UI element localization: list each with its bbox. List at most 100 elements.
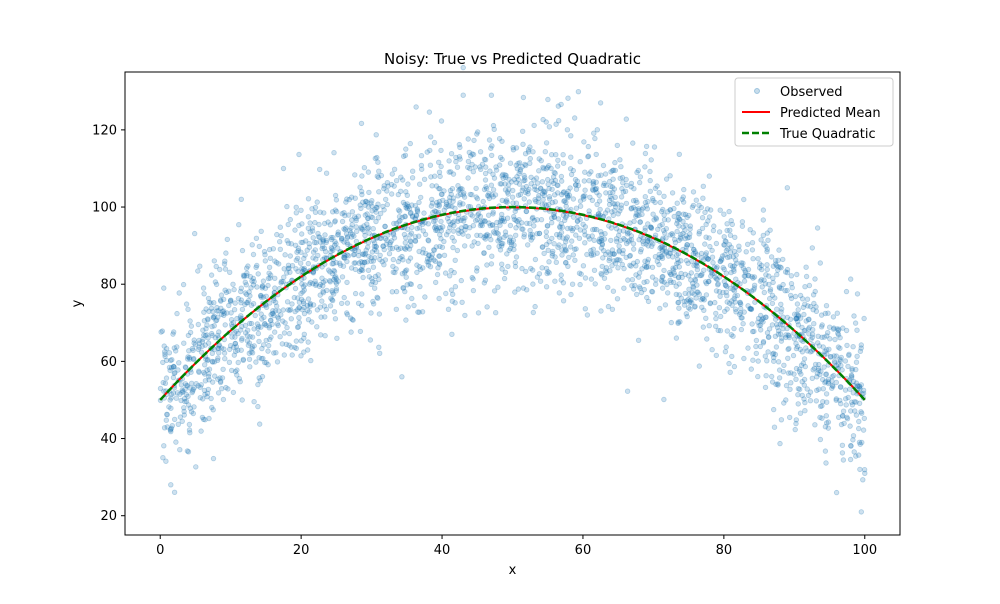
observed-point [536, 192, 542, 199]
observed-point [431, 224, 438, 231]
observed-point [287, 307, 293, 314]
observed-point [301, 310, 308, 317]
observed-point [512, 259, 518, 266]
observed-point [159, 328, 166, 334]
observed-point [802, 363, 808, 370]
observed-point [703, 221, 709, 228]
observed-point [773, 261, 779, 267]
observed-point [635, 337, 642, 343]
observed-point [609, 195, 615, 202]
observed-point [402, 270, 408, 276]
observed-point [820, 386, 826, 392]
observed-point [499, 156, 505, 163]
observed-point [226, 269, 233, 275]
observed-point [473, 217, 479, 224]
observed-point [418, 162, 425, 169]
observed-point [222, 266, 229, 272]
observed-point [469, 243, 475, 249]
x-tick-label: 0 [156, 543, 164, 558]
observed-point [226, 302, 232, 309]
observed-point [348, 265, 355, 271]
observed-point [570, 225, 576, 232]
observed-point [400, 257, 406, 263]
observed-point [209, 350, 215, 356]
observed-point [584, 312, 591, 318]
observed-point [530, 309, 536, 316]
observed-point [343, 225, 349, 231]
observed-point [333, 260, 339, 266]
observed-point [352, 172, 358, 178]
observed-point [522, 189, 529, 196]
observed-point [581, 178, 587, 184]
observed-point [551, 240, 557, 247]
observed-point [344, 252, 350, 258]
observed-point [724, 283, 730, 290]
observed-point [405, 181, 411, 187]
observed-point [499, 243, 505, 249]
observed-point [629, 283, 635, 289]
observed-point [810, 307, 816, 313]
observed-point [843, 396, 849, 402]
observed-point [282, 320, 288, 326]
observed-point [176, 290, 182, 296]
observed-point [467, 191, 473, 198]
observed-point [365, 215, 371, 222]
observed-point [812, 422, 818, 428]
observed-point [702, 209, 708, 216]
observed-point [623, 254, 629, 261]
observed-point [661, 216, 668, 223]
observed-point [204, 390, 211, 396]
observed-point [639, 211, 645, 218]
observed-point [300, 239, 306, 246]
observed-point [659, 221, 665, 228]
observed-point [331, 267, 337, 274]
observed-point [339, 235, 345, 242]
observed-point [245, 297, 252, 304]
observed-point [659, 253, 665, 260]
observed-point [838, 362, 844, 369]
observed-point [587, 194, 593, 200]
observed-point [849, 366, 855, 372]
observed-point [668, 319, 674, 326]
observed-point [574, 218, 581, 225]
observed-point [845, 394, 851, 401]
observed-point [403, 317, 409, 323]
observed-point [619, 261, 625, 268]
observed-point [174, 310, 180, 317]
observed-point [480, 218, 486, 224]
observed-point [256, 243, 262, 250]
observed-point [254, 284, 260, 290]
observed-point [438, 228, 444, 234]
observed-point [278, 280, 284, 286]
observed-point [816, 386, 822, 392]
observed-point [222, 322, 228, 328]
observed-point [374, 154, 380, 161]
observed-point [462, 227, 468, 233]
observed-point [272, 285, 278, 291]
observed-point [643, 203, 650, 209]
observed-point [453, 158, 459, 165]
observed-point [279, 341, 285, 347]
observed-point [564, 225, 571, 232]
observed-point [439, 191, 445, 197]
observed-point [588, 247, 594, 254]
observed-point [770, 275, 776, 281]
observed-point [482, 277, 489, 283]
observed-point [312, 247, 318, 253]
observed-point [426, 252, 432, 258]
observed-point [730, 286, 736, 293]
observed-point [795, 313, 802, 319]
observed-point [827, 354, 834, 360]
observed-point [358, 224, 364, 231]
observed-point [285, 265, 291, 272]
observed-point [611, 251, 617, 257]
observed-point [166, 350, 173, 356]
observed-point [445, 203, 451, 209]
observed-point [448, 150, 455, 157]
observed-point [284, 270, 290, 276]
observed-point [690, 285, 697, 291]
observed-point [628, 206, 634, 212]
observed-point [180, 281, 187, 288]
observed-point [238, 347, 244, 353]
observed-point [393, 288, 400, 295]
